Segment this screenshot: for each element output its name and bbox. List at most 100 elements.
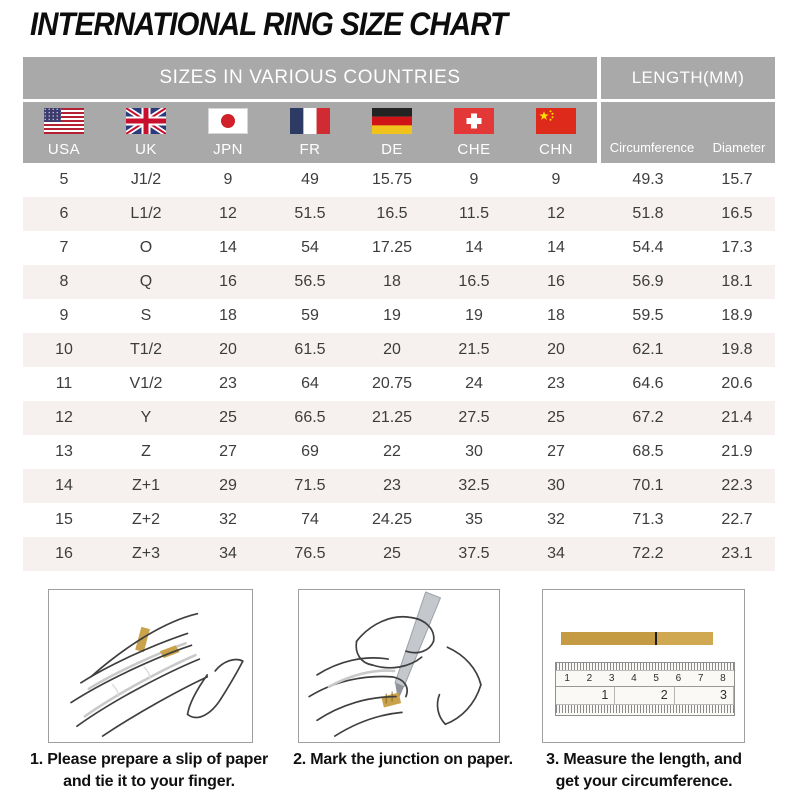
table-row: 15 Z+2 32 74 24.25 35 32 71.3 22.7 (23, 503, 775, 537)
table-cell: 20 (383, 341, 401, 358)
table-cell: 21.25 (371, 409, 413, 426)
ruler-number: 1 (564, 673, 570, 684)
caption-line: and tie it to your finger. (63, 772, 235, 790)
table-cell: 16 (547, 273, 565, 290)
table-cell: 18 (383, 273, 401, 290)
table-cell: 24.25 (371, 511, 413, 528)
table-cell: 71.3 (632, 511, 664, 528)
table-cell: 12 (547, 205, 565, 222)
table-cell: 13 (55, 443, 73, 460)
table-cell: 71.5 (294, 477, 326, 494)
flag-usa-icon (44, 108, 84, 134)
table-cell: 32.5 (458, 477, 490, 494)
ring-size-table: SIZES IN VARIOUS COUNTRIES LENGTH(MM) (23, 57, 775, 571)
table-cell: 23.1 (721, 545, 753, 562)
table-cell: 56.5 (294, 273, 326, 290)
caption-line: 3. Measure the length, and (546, 751, 742, 768)
table-cell: 21.9 (721, 443, 753, 460)
caption-step-1: 1. Please prepare a slip of paper and ti… (18, 749, 280, 792)
table-cell: 11.5 (459, 205, 489, 222)
table-cell: 14 (55, 477, 73, 494)
table-cell: 15 (55, 511, 73, 528)
table-cell: 35 (465, 511, 483, 528)
ruler-number: 5 (653, 673, 659, 684)
table-cell: S (140, 307, 152, 324)
table-cell: 23 (547, 375, 565, 392)
table-row: 5 J1/2 9 49 15.75 9 9 49.3 15.7 (23, 163, 775, 197)
diameter-column-label: Diameter (712, 140, 766, 155)
table-cell: 14 (219, 239, 237, 256)
table-cell: 32 (547, 511, 565, 528)
table-cell: 6 (59, 205, 69, 222)
table-cell: 70.1 (632, 477, 664, 494)
hand-with-paper-strip-illustration (70, 612, 244, 737)
length-columns-header: Circumference Diameter (597, 102, 775, 163)
table-cell: 49 (301, 171, 319, 188)
illustration-step-1 (48, 589, 253, 743)
table-cell: 16.5 (458, 273, 490, 290)
table-cell: O (139, 239, 153, 256)
table-cell: 25 (547, 409, 565, 426)
table-cell: 20.6 (721, 375, 753, 392)
column-header-jpn: JPN (187, 102, 269, 163)
table-cell: 16.5 (721, 205, 753, 222)
table-cell: 59.5 (632, 307, 664, 324)
table-row: 14 Z+1 29 71.5 23 32.5 30 70.1 22.3 (23, 469, 775, 503)
table-row: 12 Y 25 66.5 21.25 27.5 25 67.2 21.4 (23, 401, 775, 435)
length-group-header: LENGTH(MM) (597, 57, 775, 99)
table-cell: 76.5 (294, 545, 326, 562)
caption-step-3: 3. Measure the length, and get your circ… (533, 749, 755, 792)
caption-line: 1. Please prepare a slip of paper (30, 751, 268, 768)
table-cell: 16 (55, 545, 73, 562)
table-cell: 16 (219, 273, 237, 290)
flag-che-icon (454, 108, 494, 134)
caption-step-2: 2. Mark the junction on paper. (283, 749, 523, 771)
table-row: 7 O 14 54 17.25 14 14 54.4 17.3 (23, 231, 775, 265)
ruler-number: 6 (675, 673, 682, 684)
pen-marking-illustration (308, 591, 482, 737)
table-cell: 49.3 (632, 171, 664, 188)
page-title: INTERNATIONAL RING SIZE CHART (30, 6, 508, 42)
column-header-uk: UK (105, 102, 187, 163)
table-cell: 32 (219, 511, 237, 528)
table-cell: 67.2 (632, 409, 664, 426)
table-cell: 25 (219, 409, 237, 426)
flag-fr-icon (290, 108, 330, 134)
country-flags-row: USA UK JPN (23, 102, 597, 163)
table-cell: 18.1 (721, 273, 753, 290)
column-label: USA (47, 141, 81, 158)
table-cell: Z+1 (131, 477, 160, 494)
table-cell: 30 (547, 477, 565, 494)
column-label: DE (381, 141, 403, 158)
table-cell: 5 (59, 171, 69, 188)
table-cell: 16.5 (376, 205, 408, 222)
table-cell: 12 (55, 409, 73, 426)
table-row: 6 L1/2 12 51.5 16.5 11.5 12 51.8 16.5 (23, 197, 775, 231)
table-cell: 15.75 (371, 171, 413, 188)
table-cell: 18 (219, 307, 237, 324)
column-header-usa: USA (23, 102, 105, 163)
table-cell: 20 (219, 341, 237, 358)
table-cell: T1/2 (129, 341, 162, 358)
table-cell: 8 (59, 273, 69, 290)
ruler-cm-numbers: 1 2 3 4 5 6 7 8 (556, 671, 734, 686)
table-cell: 23 (383, 477, 401, 494)
table-cell: 17.3 (721, 239, 753, 256)
table-cell: 34 (219, 545, 237, 562)
caption-line: get your circumference. (555, 772, 733, 790)
column-header-fr: FR (269, 102, 351, 163)
column-label: CHN (539, 141, 573, 158)
table-row: 16 Z+3 34 76.5 25 37.5 34 72.2 23.1 (23, 537, 775, 571)
table-row: 13 Z 27 69 22 30 27 68.5 21.9 (23, 435, 775, 469)
ruler-number: 3 (675, 687, 734, 704)
table-cell: 72.2 (632, 545, 664, 562)
table-cell: 61.5 (294, 341, 326, 358)
ruler-ticks-top (556, 663, 734, 671)
table-row: 8 Q 16 56.5 18 16.5 16 56.9 18.1 (23, 265, 775, 299)
table-cell: V1/2 (129, 375, 163, 392)
table-cell: 17.25 (371, 239, 413, 256)
table-cell: 19.8 (721, 341, 753, 358)
table-cell: 24 (465, 375, 483, 392)
